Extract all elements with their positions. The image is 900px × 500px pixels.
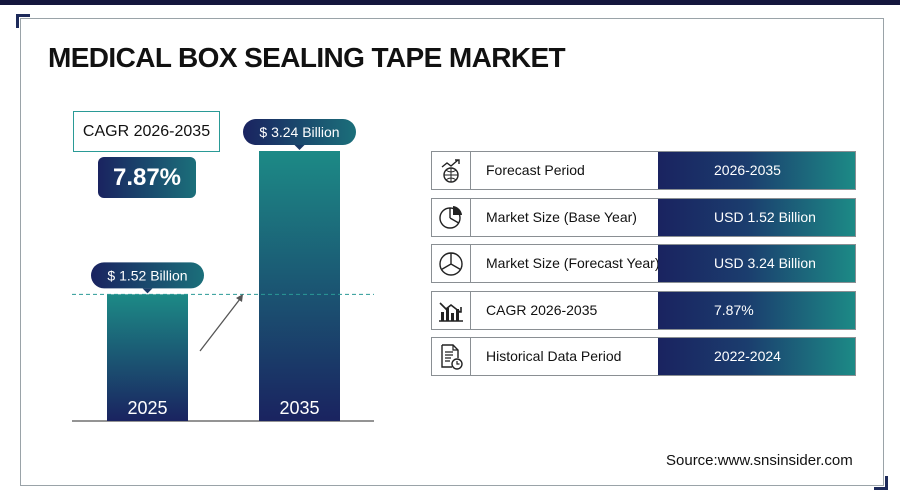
source-credit: Source:www.snsinsider.com [666,452,853,469]
table-row: CAGR 2026-2035 7.87% [431,290,856,330]
pie-chart-icon [432,245,471,282]
growth-arrow [199,298,241,352]
row-label: CAGR 2026-2035 [486,301,598,318]
category-label: 2025 [127,398,167,418]
cagr-value: 7.87% [98,157,196,198]
data-label: $ 1.52 Billion [107,267,187,283]
top-accent-bar [0,0,900,5]
bar-2025 [107,294,188,421]
pie-chart-icon [432,198,471,236]
table-row: Market Size (Base Year) USD 1.52 Billion [431,197,856,237]
row-value: 2026-2035 [658,152,855,189]
table-row: Market Size (Forecast Year) USD 3.24 Bil… [431,244,856,283]
value-pill-pointer [142,288,153,294]
row-label: Forecast Period [486,162,585,178]
growth-arrow-head [236,294,243,302]
row-value: USD 1.52 Billion [658,198,855,236]
table-row: Forecast Period 2026-2035 [431,151,856,190]
cagr-label: CAGR 2026-2035 [73,111,220,152]
value-pill [243,119,356,145]
value-pill [91,262,204,289]
category-label: 2035 [279,398,319,418]
document-clock-icon [432,338,471,375]
frame-corner-bottom-right [874,476,888,490]
row-label: Historical Data Period [486,348,622,364]
frame-corner-top-left [16,14,30,28]
bar-2035 [259,151,340,421]
forecast-chart-icon [432,152,471,189]
page-title: MEDICAL BOX SEALING TAPE MARKET [48,42,566,73]
row-label: Market Size (Forecast Year) [486,255,660,271]
table-row: Historical Data Period 2022-2024 [431,337,856,376]
growth-bars-icon [432,291,471,329]
row-value: 7.87% [658,291,855,329]
value-pill-pointer [294,145,305,150]
market-summary-table: Forecast Period 2026-2035 Market Size (B… [431,151,856,384]
data-label: $ 3.24 Billion [259,124,339,140]
row-label: Market Size (Base Year) [486,208,637,225]
row-value: USD 3.24 Billion [658,245,855,282]
row-value: 2022-2024 [658,338,855,375]
